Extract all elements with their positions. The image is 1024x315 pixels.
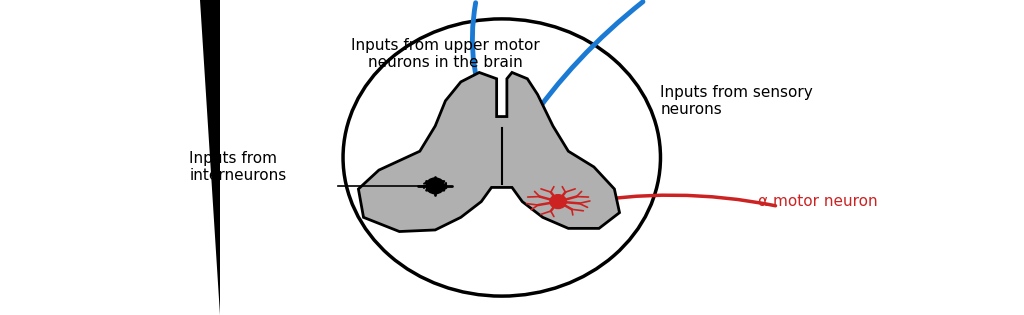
- Ellipse shape: [426, 178, 444, 194]
- Ellipse shape: [550, 195, 566, 209]
- Text: α motor neuron: α motor neuron: [758, 194, 878, 209]
- Polygon shape: [200, 0, 220, 315]
- Ellipse shape: [343, 19, 660, 296]
- Text: Inputs from upper motor
neurons in the brain: Inputs from upper motor neurons in the b…: [351, 38, 540, 70]
- Polygon shape: [358, 72, 620, 232]
- Text: Inputs from sensory
neurons: Inputs from sensory neurons: [660, 85, 813, 117]
- Text: Inputs from
interneurons: Inputs from interneurons: [189, 151, 287, 183]
